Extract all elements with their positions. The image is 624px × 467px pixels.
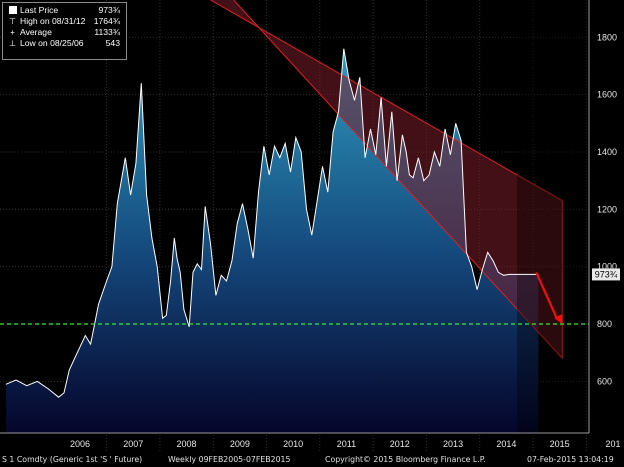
average-marker-icon: + [10,28,15,37]
x-tick-label: 201 [605,439,620,449]
y-axis-ticks: 600 800 1000 1200 1400 1600 1800 [597,32,617,386]
projection-arrow [535,271,563,325]
footer-copyright: Copyright© 2015 Bloomberg Finance L.P. [325,455,486,464]
legend-row-low: ⊥ Low on 08/25/06 543 [6,38,123,49]
x-tick-label: 2012 [390,439,410,449]
y-tick-label: 1800 [597,32,617,42]
legend-row-average: + Average 1133¾ [6,27,123,38]
footer-period: Weekly 09FEB2005-07FEB2015 [168,455,291,464]
last-price-value: 973¾ [595,270,618,280]
future-shade [517,0,589,433]
channel-upper-line [210,0,563,202]
x-tick-label: 2011 [337,439,356,449]
price-line [5,48,539,398]
trend-channel [210,0,563,359]
last-price-tag: 973¾ [592,268,620,281]
y-tick-label: 1400 [597,147,617,157]
y-tick-label: 600 [597,376,612,386]
x-tick-label: 2015 [550,439,570,449]
x-axis-ticks: 2006 2007 2008 2009 2010 2011 2012 2013 2014 2015… [70,439,621,449]
square-icon [7,5,18,16]
y-tick-label: 1000 [597,262,617,272]
legend-row-high: ⊤ High on 08/31/12 1764¾ [6,16,123,27]
footer-ticker: S 1 Comdty (Generic 1st 'S ' Future) [2,455,143,464]
x-tick-label: 2013 [443,439,463,449]
legend: Last Price 973¾ ⊤ High on 08/31/12 1764¾… [2,2,127,60]
x-tick-label: 2010 [283,439,303,449]
footer-timestamp: 07-Feb-2015 13:04:19 [527,455,614,464]
y-tick-label: 800 [597,319,612,329]
x-tick-label: 2014 [496,439,516,449]
price-area-fill [5,48,539,433]
x-tick-label: 2009 [230,439,250,449]
channel-lower-line [233,0,563,359]
legend-row-last-price: Last Price 973¾ [6,5,123,16]
y-tick-label: 1200 [597,204,617,214]
low-marker-icon: ⊥ [9,39,16,48]
y-tick-label: 1600 [597,90,617,100]
chart-footer: S 1 Comdty (Generic 1st 'S ' Future) Wee… [0,452,624,467]
x-tick-label: 2006 [70,439,90,449]
x-tick-label: 2007 [123,439,143,449]
high-marker-icon: ⊤ [9,17,16,26]
x-tick-label: 2008 [177,439,197,449]
